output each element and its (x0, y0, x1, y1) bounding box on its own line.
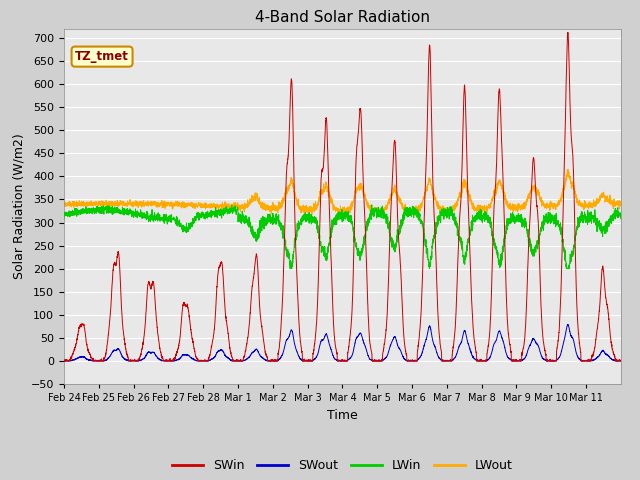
X-axis label: Time: Time (327, 408, 358, 421)
Legend: SWin, SWout, LWin, LWout: SWin, SWout, LWin, LWout (167, 454, 518, 477)
Y-axis label: Solar Radiation (W/m2): Solar Radiation (W/m2) (12, 133, 26, 279)
Title: 4-Band Solar Radiation: 4-Band Solar Radiation (255, 10, 430, 25)
Text: TZ_tmet: TZ_tmet (75, 50, 129, 63)
